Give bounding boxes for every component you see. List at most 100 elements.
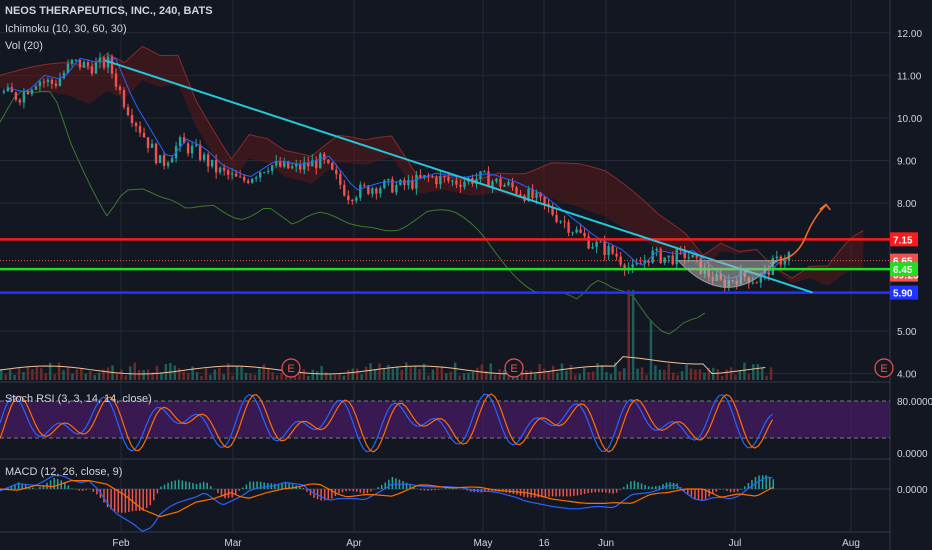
projection-arrow-head xyxy=(819,203,831,211)
macd-histogram-bar xyxy=(149,489,152,506)
macd-histogram-bar xyxy=(331,489,333,499)
volume-bar xyxy=(204,367,208,380)
candle-body xyxy=(98,57,102,63)
macd-histogram-bar xyxy=(580,489,582,495)
macd-histogram-bar xyxy=(633,480,636,489)
candle-body xyxy=(623,264,626,271)
candle-body xyxy=(319,153,322,169)
volume-bar xyxy=(342,375,346,380)
time-tick-label: Jun xyxy=(598,538,614,549)
macd-histogram-bar xyxy=(153,489,155,501)
candle-body xyxy=(599,241,602,243)
macd-histogram-bar xyxy=(380,484,383,489)
volume-bar xyxy=(164,363,168,380)
earnings-marker-label: E xyxy=(880,363,887,375)
volume-bar xyxy=(213,369,217,380)
macd-histogram-bar xyxy=(768,476,771,489)
candle-body xyxy=(495,178,498,182)
candle-body xyxy=(635,263,638,265)
price-tick-label: 10.00 xyxy=(897,114,922,125)
macd-histogram-bar xyxy=(356,489,358,492)
candle-body xyxy=(491,181,494,187)
candle-body xyxy=(659,248,662,263)
candle-body xyxy=(691,254,694,258)
candle-body xyxy=(683,249,686,259)
volume-bar xyxy=(689,368,693,380)
volume-bar xyxy=(298,370,301,380)
candle-body xyxy=(435,177,438,185)
volume-bar xyxy=(400,369,403,380)
macd-histogram-bar xyxy=(715,489,718,492)
macd-histogram-bar xyxy=(145,489,148,509)
candle-body xyxy=(551,206,554,215)
time-tick-label: 16 xyxy=(538,538,550,549)
volume-bar xyxy=(427,375,430,380)
volume-bar xyxy=(431,369,435,380)
volume-bar xyxy=(502,370,506,380)
volume-bar xyxy=(734,374,737,380)
price-tick-label: 5.00 xyxy=(897,327,917,338)
candle-body xyxy=(154,143,158,164)
candle-body xyxy=(90,66,94,74)
candle-body xyxy=(695,254,698,258)
candle-body xyxy=(519,193,522,196)
macd-histogram-bar xyxy=(113,489,116,512)
stoch-rsi-label[interactable]: Stoch RSI (3, 3, 14, 14, close) xyxy=(5,393,152,405)
candle-body xyxy=(142,132,146,138)
macd-histogram-bar xyxy=(128,489,130,512)
macd-histogram-bar xyxy=(391,477,394,489)
candle-body xyxy=(18,99,22,103)
volume-bar xyxy=(729,367,733,380)
macd-histogram-bar xyxy=(712,489,714,494)
volume-bar xyxy=(529,370,533,380)
macd-histogram-bar xyxy=(39,486,41,489)
volume-bar xyxy=(271,372,274,380)
volume-bar xyxy=(351,368,355,380)
volume-bar xyxy=(498,369,501,380)
volume-label[interactable]: Vol (20) xyxy=(5,40,43,52)
volume-bar xyxy=(57,362,61,380)
macd-histogram-bar xyxy=(302,488,305,489)
volume-bar xyxy=(574,374,577,380)
volume-bar xyxy=(525,370,528,380)
macd-histogram-bar xyxy=(64,482,66,489)
macd-histogram-bar xyxy=(359,489,362,493)
candle-body xyxy=(258,172,262,178)
macd-label[interactable]: MACD (12, 26, close, 9) xyxy=(5,466,123,478)
ichimoku-label[interactable]: Ichimoku (10, 30, 60, 30) xyxy=(5,23,127,35)
volume-bar xyxy=(275,375,279,380)
cloud-area xyxy=(0,46,864,286)
volume-bar xyxy=(591,371,595,380)
macd-histogram-bar xyxy=(210,486,212,489)
volume-bar xyxy=(8,369,12,380)
price-tag-label: 5.90 xyxy=(893,289,913,300)
candle-body xyxy=(218,167,222,173)
candle-body xyxy=(631,264,634,268)
macd-histogram-bar xyxy=(630,481,632,489)
macd-histogram-bar xyxy=(719,489,721,490)
candle-body xyxy=(647,260,650,263)
macd-histogram-bar xyxy=(309,489,312,496)
candle-body xyxy=(186,143,190,154)
macd-histogram-bar xyxy=(423,489,426,491)
macd-histogram-bar xyxy=(548,489,550,497)
volume-bar xyxy=(338,373,341,380)
macd-histogram-bar xyxy=(170,481,173,489)
volume-bar xyxy=(160,372,163,380)
macd-histogram-bar xyxy=(736,489,739,492)
candle-body xyxy=(118,86,122,90)
volume-bar xyxy=(66,366,70,380)
macd-histogram-bar xyxy=(131,489,134,512)
macd-histogram-bar xyxy=(188,482,191,489)
candle-body xyxy=(607,246,610,256)
candle-body xyxy=(431,176,434,178)
macd-histogram-bar xyxy=(256,481,258,489)
macd-histogram-bar xyxy=(291,484,294,489)
volume-bar xyxy=(752,364,755,380)
macd-histogram-bar xyxy=(662,484,664,489)
volume-bars xyxy=(0,290,773,380)
candle-body xyxy=(202,154,206,160)
candle-body xyxy=(14,92,18,100)
volume-bar xyxy=(142,369,145,380)
